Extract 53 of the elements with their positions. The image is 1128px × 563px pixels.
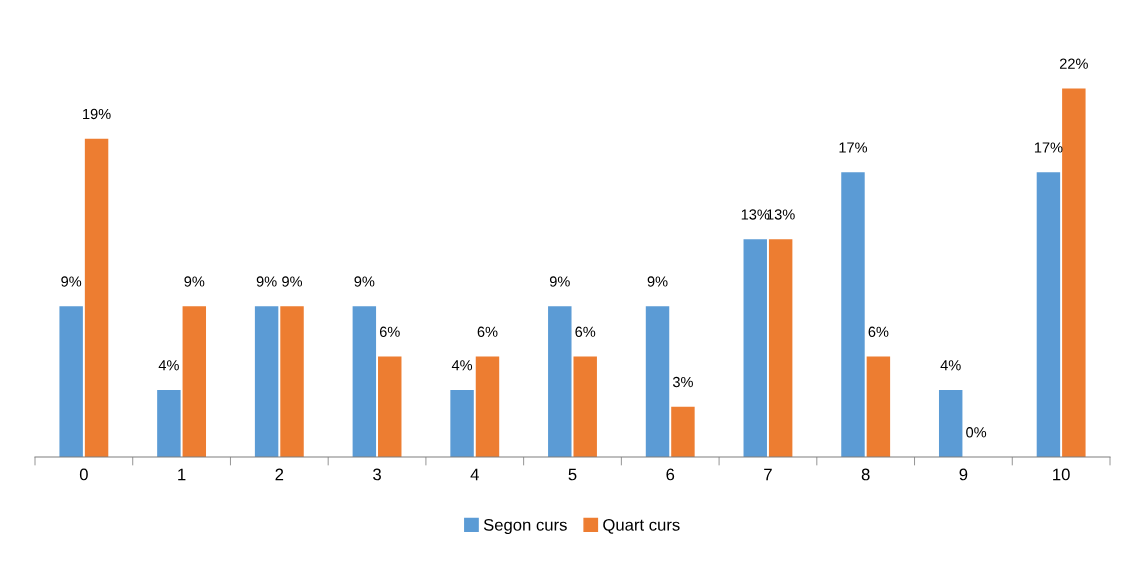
- data-label: 4%: [158, 360, 179, 371]
- bar: [841, 172, 865, 457]
- bar: [475, 356, 500, 457]
- data-label: 3%: [672, 376, 693, 388]
- x-tick-label: 2: [275, 468, 284, 481]
- x-tick-label: 10: [1053, 468, 1070, 481]
- x-tick-label: 3: [373, 468, 381, 481]
- bar: [450, 389, 474, 457]
- data-label: 9%: [184, 276, 205, 287]
- bar: [548, 306, 572, 457]
- data-label: 9%: [256, 276, 277, 287]
- data-label: 9%: [647, 276, 668, 287]
- data-label: 22%: [1059, 58, 1088, 69]
- data-label: 9%: [354, 276, 375, 287]
- data-label: 4%: [451, 360, 473, 371]
- bar: [645, 306, 670, 457]
- bar: [254, 306, 279, 457]
- bar: [743, 239, 767, 457]
- bar: [280, 306, 304, 457]
- data-label: 6%: [868, 326, 889, 337]
- bar: [352, 306, 377, 457]
- bar: [59, 306, 83, 457]
- bar: [84, 138, 109, 457]
- data-label: 6%: [575, 326, 596, 337]
- x-tick-label: 1: [178, 468, 186, 481]
- data-label: 17%: [839, 142, 868, 153]
- bar: [157, 389, 181, 457]
- bar: [573, 356, 597, 457]
- bar: [768, 239, 793, 457]
- data-label: 4%: [940, 360, 961, 371]
- x-tick-label: 8: [861, 468, 870, 481]
- data-label: 0%: [966, 427, 987, 438]
- legend-label: Quart curs: [603, 518, 680, 534]
- data-label: 6%: [477, 326, 498, 337]
- x-tick-label: 0: [79, 468, 88, 481]
- data-label: 9%: [549, 276, 570, 287]
- bar: [378, 356, 402, 457]
- x-tick-label: 5: [568, 468, 577, 481]
- data-label: 9%: [61, 276, 82, 287]
- bar: [866, 356, 891, 457]
- legend-label: Segon curs: [483, 518, 567, 535]
- data-label: 6%: [379, 326, 400, 337]
- x-tick-label: 4: [470, 468, 479, 481]
- bar: [1036, 172, 1061, 457]
- data-label: 19%: [83, 108, 111, 120]
- x-tick-label: 7: [764, 468, 772, 481]
- bar: [938, 389, 963, 457]
- bar: [671, 406, 695, 457]
- x-tick-label: 9: [959, 468, 968, 481]
- x-tick-label: 6: [666, 468, 675, 481]
- bar: [182, 306, 207, 457]
- bar: [1062, 88, 1086, 457]
- data-label: 9%: [282, 276, 303, 287]
